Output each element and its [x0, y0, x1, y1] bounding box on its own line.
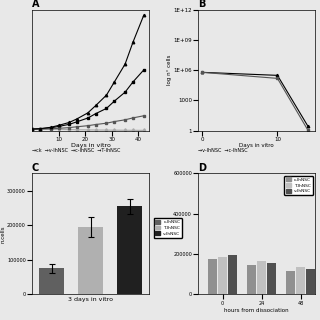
Bar	[78, 227, 103, 294]
Bar	[296, 267, 305, 294]
Text: →ck  →v-lhNSC  →c-lhNSC  →T-lhNSC: →ck →v-lhNSC →c-lhNSC →T-lhNSC	[32, 148, 120, 153]
Bar	[117, 206, 142, 294]
Y-axis label: log n° cells: log n° cells	[167, 55, 172, 85]
Bar	[267, 263, 276, 294]
X-axis label: Days in vitro: Days in vitro	[239, 143, 274, 148]
Bar	[257, 261, 266, 294]
Bar	[247, 265, 256, 294]
Text: A: A	[32, 0, 39, 9]
Bar	[218, 257, 227, 294]
Legend: c-lhNSC, T-lhNSC, v-lhNSC: c-lhNSC, T-lhNSC, v-lhNSC	[154, 218, 182, 237]
Bar	[208, 259, 217, 294]
X-axis label: 3 days in vitro: 3 days in vitro	[68, 297, 113, 302]
Text: B: B	[198, 0, 205, 9]
Bar	[39, 268, 64, 294]
X-axis label: Days in vitro: Days in vitro	[71, 143, 110, 148]
Text: C: C	[32, 163, 39, 173]
Bar	[286, 271, 295, 294]
Y-axis label: n.cells: n.cells	[1, 225, 6, 243]
Bar	[228, 255, 237, 294]
X-axis label: hours from dissociation: hours from dissociation	[224, 308, 289, 313]
Bar	[306, 269, 315, 294]
Text: →v-lhNSC  →c-lhNSC: →v-lhNSC →c-lhNSC	[198, 148, 248, 153]
Text: D: D	[198, 163, 206, 173]
Legend: c-lhNSC, T-lhNSC, v-lhNSC: c-lhNSC, T-lhNSC, v-lhNSC	[284, 176, 313, 195]
